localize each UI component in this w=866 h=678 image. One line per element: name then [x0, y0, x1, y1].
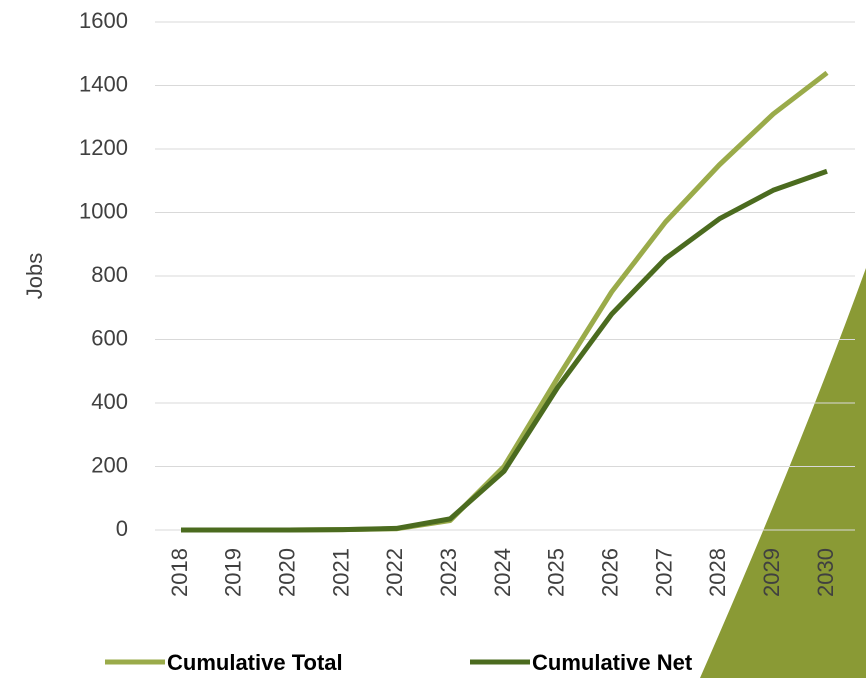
y-tick-label: 800 [91, 262, 128, 287]
x-tick-label: 2025 [544, 548, 569, 597]
y-tick-label: 600 [91, 325, 128, 350]
x-tick-label: 2022 [382, 548, 407, 597]
data-line [181, 73, 827, 530]
y-tick-label: 0 [116, 516, 128, 541]
legend-label: Cumulative Total [167, 650, 343, 675]
legend-label: Cumulative Net [532, 650, 693, 675]
y-tick-label: 1200 [79, 135, 128, 160]
x-tick-label: 2029 [759, 548, 784, 597]
y-tick-label: 1400 [79, 71, 128, 96]
data-line [181, 171, 827, 530]
y-tick-label: 1000 [79, 198, 128, 223]
x-tick-label: 2021 [328, 548, 353, 597]
decorative-shape [700, 268, 866, 678]
y-tick-label: 200 [91, 452, 128, 477]
y-tick-label: 400 [91, 389, 128, 414]
x-tick-label: 2023 [436, 548, 461, 597]
chart: Jobs 0 200 400 600 800 1000 1200 1400 1600 2018 20… [0, 0, 866, 678]
x-tick-label: 2026 [597, 548, 622, 597]
x-tick-label: 2028 [705, 548, 730, 597]
x-tick-label: 2018 [167, 548, 192, 597]
x-tick-label: 2019 [221, 548, 246, 597]
x-tick-label: 2027 [651, 548, 676, 597]
x-tick-label: 2030 [813, 548, 838, 597]
y-tick-label: 1600 [79, 8, 128, 33]
x-tick-label: 2020 [274, 548, 299, 597]
y-axis-label: Jobs [22, 253, 47, 299]
x-tick-label: 2024 [490, 548, 515, 597]
